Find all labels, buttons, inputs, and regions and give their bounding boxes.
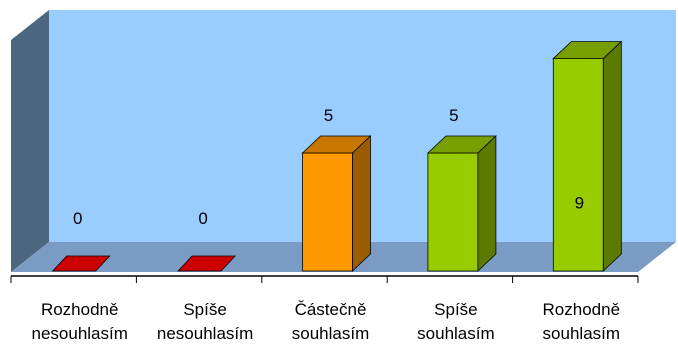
category-label: souhlasím <box>292 324 369 343</box>
value-label: 9 <box>575 194 584 213</box>
category-label: Spíše <box>183 300 226 319</box>
value-label: 0 <box>73 209 82 228</box>
bar <box>552 40 623 272</box>
category-label: Částečně <box>295 300 367 319</box>
category-label: Rozhodně <box>543 300 621 319</box>
value-label: 5 <box>449 106 458 125</box>
bar <box>51 255 111 272</box>
bar-flat <box>51 255 111 272</box>
category-label: nesouhlasím <box>157 324 253 343</box>
category-label: souhlasím <box>417 324 494 343</box>
chart-walls <box>11 10 676 277</box>
bar <box>301 135 372 272</box>
category-labels-group: Rozhodně nesouhlasím Spíše nesouhlasím Částe… <box>10 276 639 343</box>
bar-front <box>427 152 479 272</box>
category-label: Spíše <box>434 300 477 319</box>
bar-front <box>302 152 353 272</box>
bar-side <box>352 135 371 272</box>
category-label: nesouhlasím <box>32 324 128 343</box>
category-label: Rozhodně <box>41 300 119 319</box>
bar-side <box>477 135 497 272</box>
bar <box>426 135 497 272</box>
bar <box>177 255 237 272</box>
value-labels-group: 0 0 5 5 9 <box>73 106 584 228</box>
bar-flat <box>177 255 237 272</box>
bar-side <box>602 40 622 272</box>
category-label: souhlasím <box>543 324 620 343</box>
bars-group <box>51 40 623 272</box>
back-wall <box>49 10 676 242</box>
value-label: 5 <box>324 106 333 125</box>
value-label: 0 <box>198 209 207 228</box>
side-wall <box>11 10 49 272</box>
bar-front <box>552 58 604 272</box>
